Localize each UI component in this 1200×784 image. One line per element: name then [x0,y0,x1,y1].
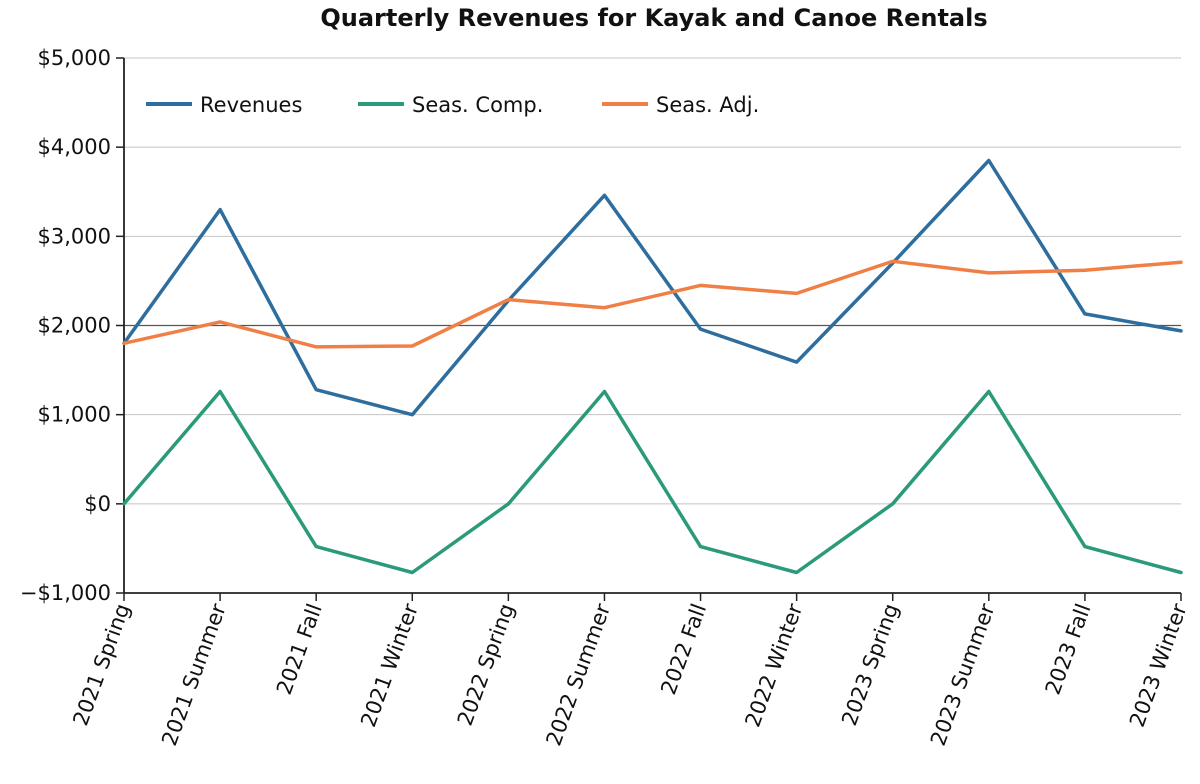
y-tick-label: −$1,000 [20,581,111,605]
x-tick-label: 2023 Winter [1125,600,1192,730]
series-line-0 [122,158,1183,417]
x-tick-label: 2021 Spring [68,601,134,729]
x-tick-label: 2022 Fall [656,601,711,698]
series-line-2 [122,259,1183,349]
legend-item: Revenues [146,93,302,117]
chart-title: Quarterly Revenues for Kayak and Canoe R… [320,4,987,32]
y-tick-label: $4,000 [38,135,111,159]
x-tick-label: 2021 Winter [356,600,423,730]
legend-label: Seas. Comp. [412,93,543,117]
legend-label: Revenues [200,93,302,117]
gridlines [124,57,1181,594]
x-tick-label: 2023 Fall [1041,601,1096,698]
x-tick-label: 2022 Winter [741,600,808,730]
y-tick-label: $5,000 [38,46,111,70]
x-tick-label: 2021 Summer [157,600,231,749]
x-tick-label: 2021 Fall [272,601,327,698]
x-tick-label: 2022 Summer [542,600,616,749]
y-tick-label: $1,000 [38,403,111,427]
legend-item: Seas. Comp. [358,93,543,117]
series-line-1 [122,389,1183,575]
x-tick-label: 2023 Summer [926,600,1000,749]
series-lines [122,158,1183,575]
legend-label: Seas. Adj. [656,93,759,117]
y-tick-label: $0 [84,492,111,516]
y-axis-ticks: −$1,000 $0 $1,000 $2,000 $3,000 $4,000 $5,000 [20,46,124,605]
legend: Revenues Seas. Comp. Seas. Adj. [146,93,759,117]
x-tick-label: 2022 Spring [453,601,519,729]
legend-item: Seas. Adj. [602,93,759,117]
x-axis-ticks: 2021 Spring 2021 Summer 2021 Fall 2021 Wint… [68,593,1192,749]
y-tick-label: $2,000 [38,314,111,338]
y-tick-label: $3,000 [38,224,111,248]
x-tick-label: 2023 Spring [837,601,903,729]
